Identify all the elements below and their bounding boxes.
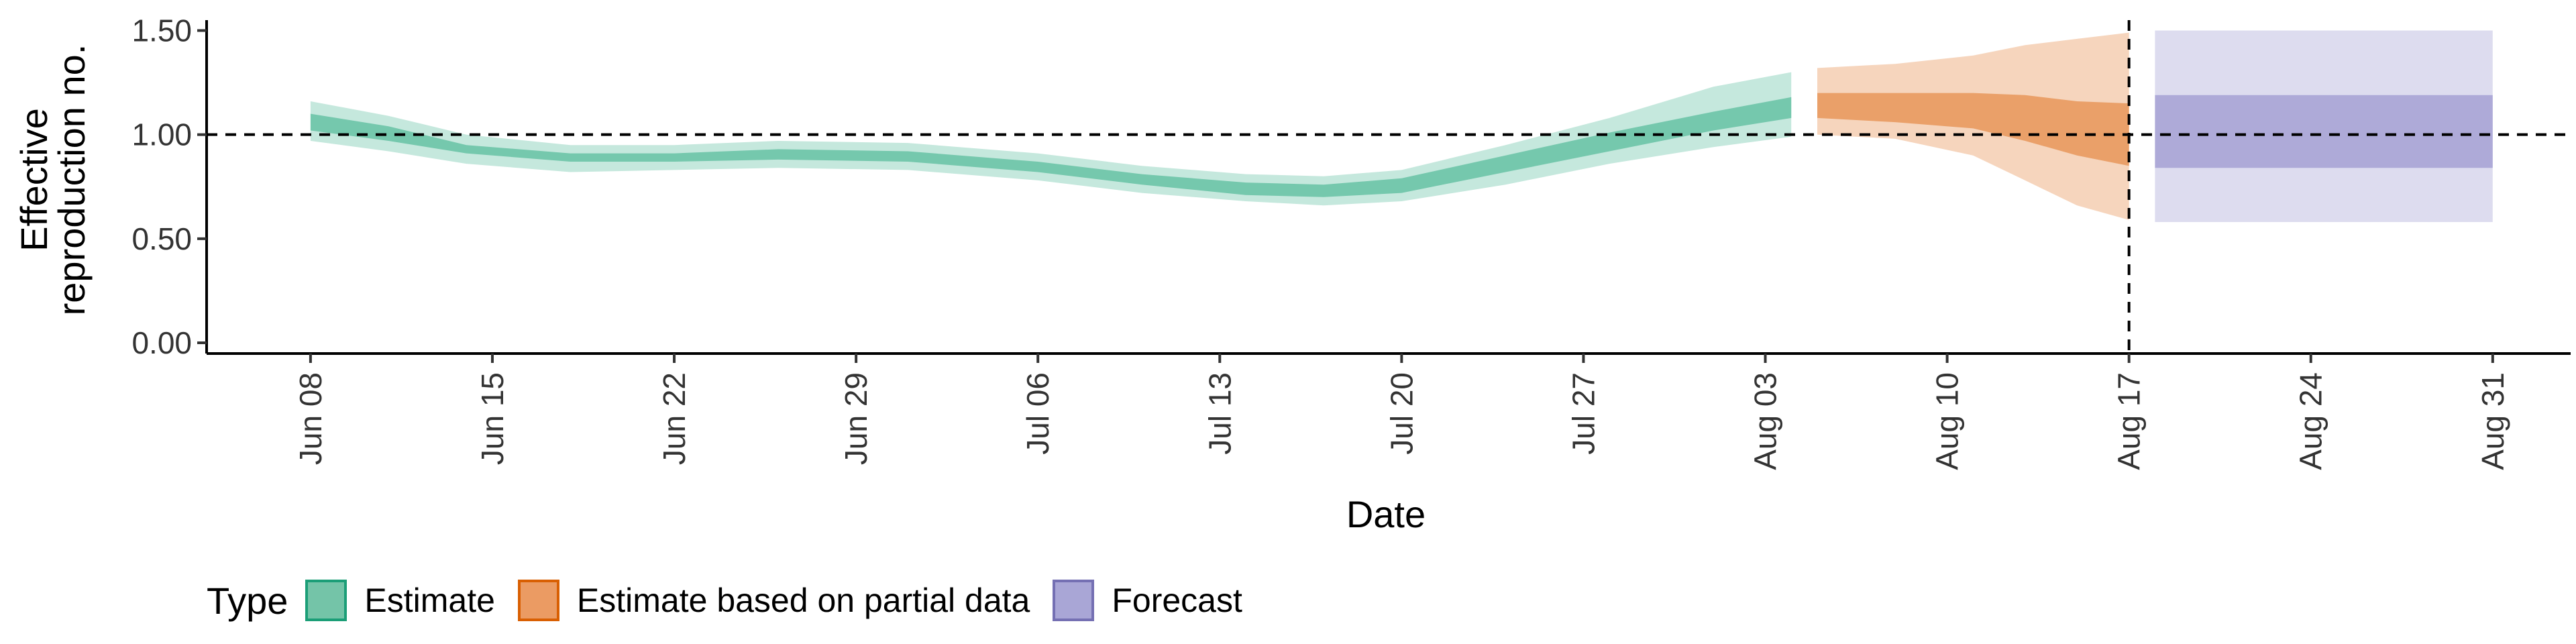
legend-title: Type xyxy=(207,579,288,622)
legend-label-partial: Estimate based on partial data xyxy=(576,582,1030,619)
x-tick-label-9: Aug 10 xyxy=(1930,372,1965,470)
x-tick-label-6: Jul 20 xyxy=(1384,372,1419,455)
y-tick-label-3: 1.50 xyxy=(131,13,192,48)
x-tick-label-4: Jul 06 xyxy=(1020,372,1055,455)
legend-label-estimate: Estimate xyxy=(364,582,495,619)
plot-area: 0.00 0.50 1.00 1.50 Jun 08 Jun 15 Jun 22 Jun 29… xyxy=(131,13,2571,470)
legend-item-forecast: Forecast xyxy=(1053,580,1242,621)
chart-svg: Effective reproduction no. Date 0.00 0.50… xyxy=(13,13,2571,535)
legend-label-forecast: Forecast xyxy=(1112,582,1242,619)
x-tick-label-0: Jun 08 xyxy=(293,372,328,465)
y-tick-label-0: 0.00 xyxy=(131,325,192,360)
ylabel-line-1: Effective xyxy=(13,108,55,252)
ribbon-inner-forecast xyxy=(2155,95,2493,168)
legend-item-estimate: Estimate xyxy=(305,580,495,621)
x-tick-label-7: Jul 27 xyxy=(1566,372,1601,455)
legend: Type Estimate Estimate based on partial … xyxy=(207,577,1265,624)
ribbon-inner-estimate-based-on-partial-data xyxy=(1817,93,2129,166)
x-tick-label-3: Jun 29 xyxy=(839,372,873,465)
legend-swatch-forecast xyxy=(1053,580,1095,621)
x-tick-label-1: Jun 15 xyxy=(475,372,510,465)
legend-item-partial: Estimate based on partial data xyxy=(517,580,1030,621)
legend-swatch-partial xyxy=(517,580,559,621)
legend-swatch-estimate xyxy=(305,580,347,621)
y-tick-label-1: 0.50 xyxy=(131,221,192,256)
y-tick-label-2: 1.00 xyxy=(131,117,192,152)
x-tick-label-12: Aug 31 xyxy=(2475,372,2510,470)
x-tick-label-10: Aug 17 xyxy=(2112,372,2147,470)
ylabel-title: Effective reproduction no. xyxy=(13,44,93,316)
ylabel-line-2: reproduction no. xyxy=(50,44,93,316)
xlabel-title: Date xyxy=(1346,493,1426,535)
x-tick-label-11: Aug 24 xyxy=(2294,372,2328,470)
x-tick-label-5: Jul 13 xyxy=(1202,372,1237,455)
ribbon-outer-estimate xyxy=(310,72,1792,206)
x-tick-label-2: Jun 22 xyxy=(657,372,692,465)
x-tick-label-8: Aug 03 xyxy=(1748,372,1783,470)
